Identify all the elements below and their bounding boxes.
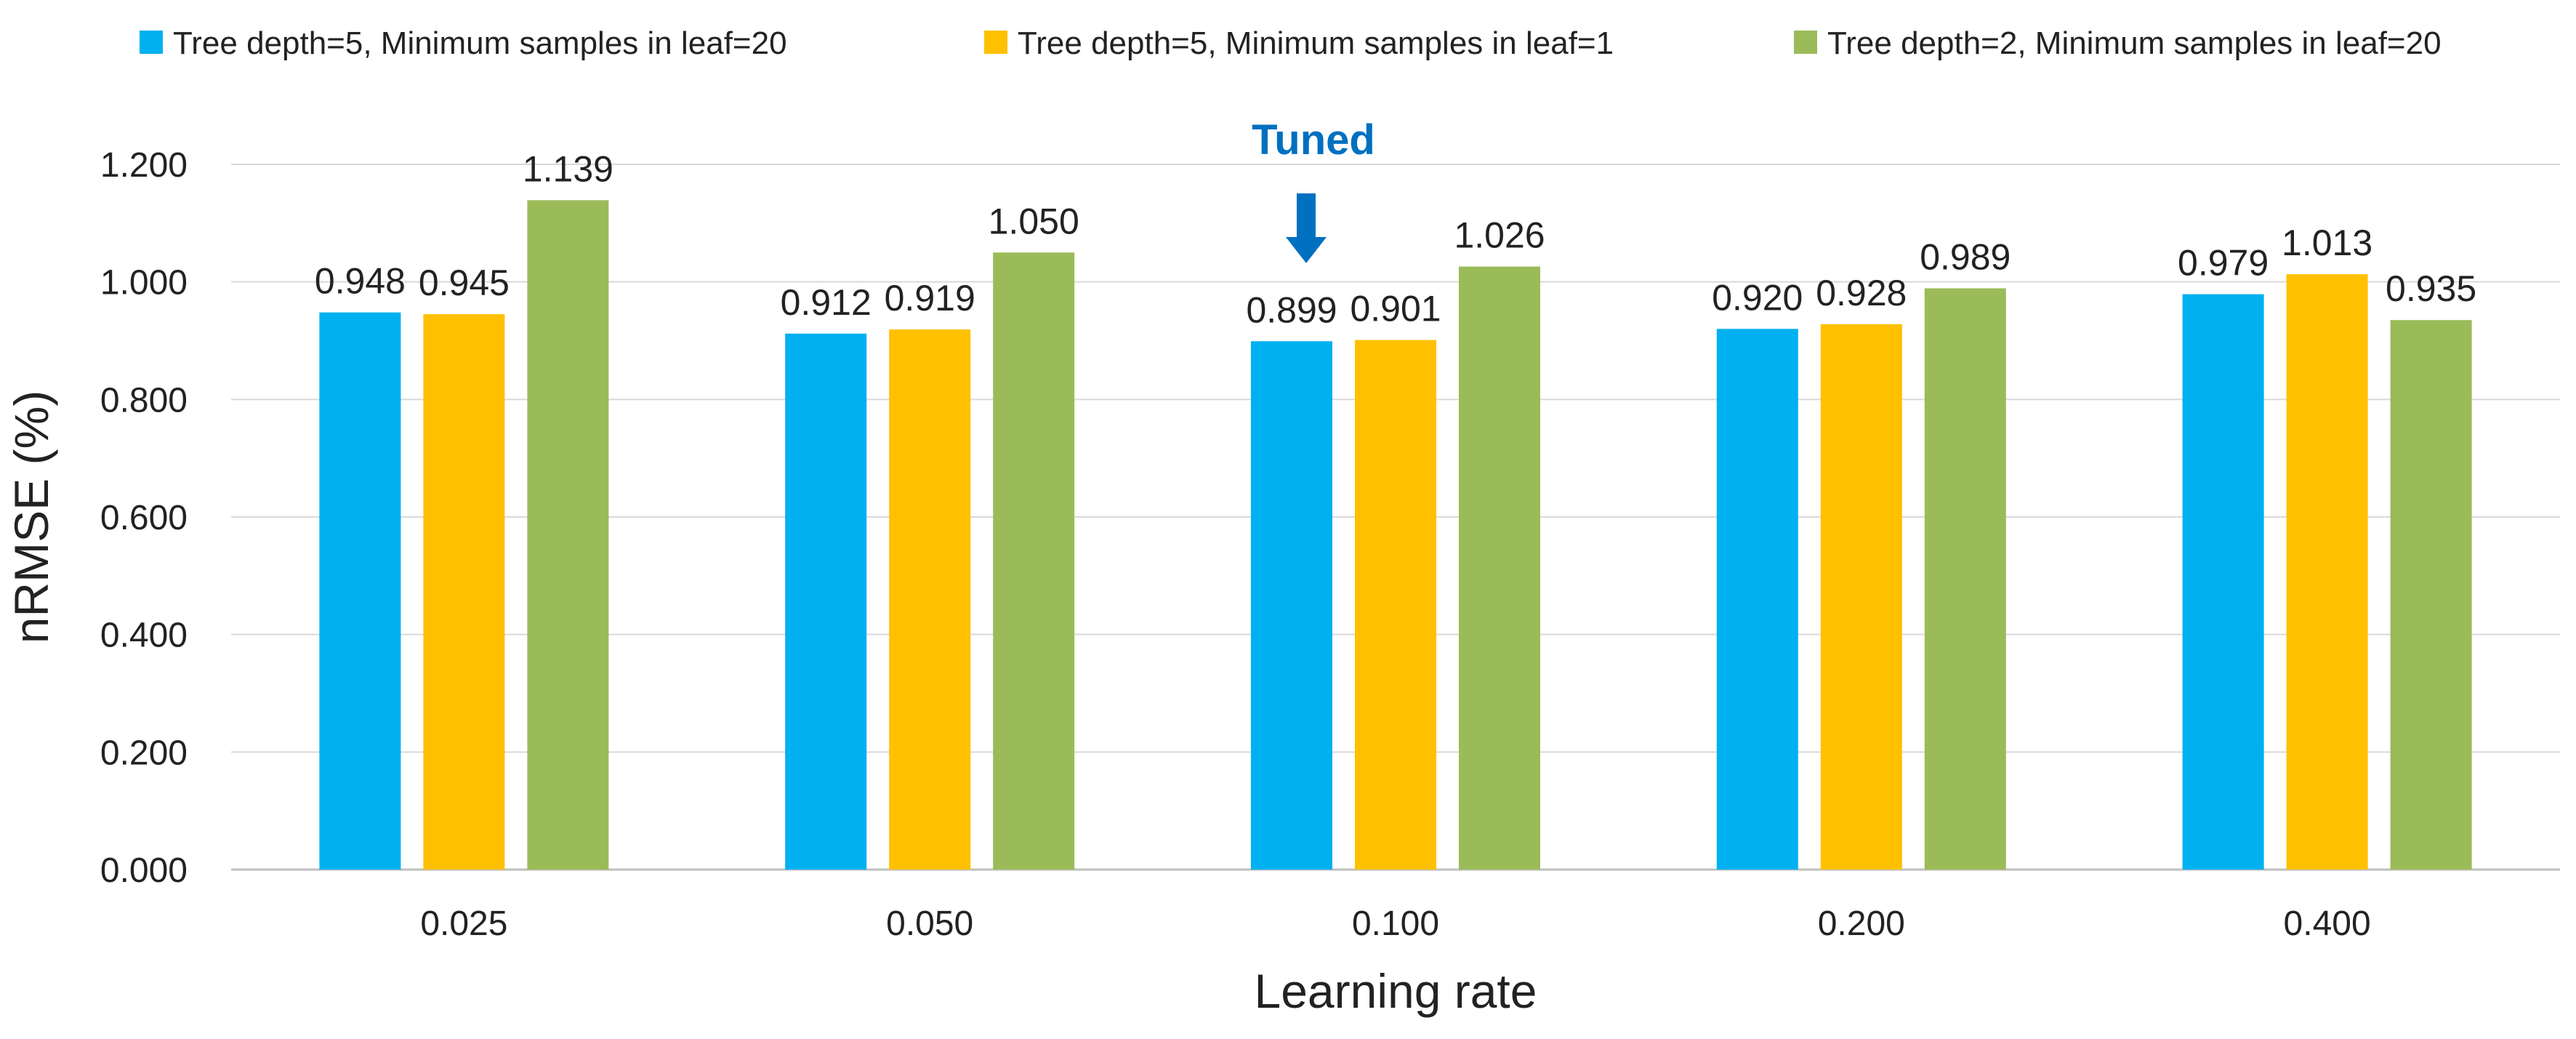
bar-series-2-0.100 [1355, 340, 1436, 870]
legend: Tree depth=5, Minimum samples in leaf=20… [140, 25, 2442, 61]
data-label: 1.013 [2282, 222, 2372, 263]
bar-series-3-0.050 [993, 252, 1075, 870]
bar-series-3-0.400 [2390, 320, 2472, 870]
down-arrow-icon [1286, 193, 1327, 263]
bar-series-2-0.400 [2286, 274, 2368, 870]
y-tick-label: 1.200 [100, 146, 188, 185]
data-label: 0.912 [781, 282, 872, 323]
annotations: Tuned [1252, 116, 1375, 263]
data-label: 0.919 [885, 278, 975, 318]
bar-series-2-0.025 [423, 314, 505, 870]
data-label: 0.945 [419, 262, 510, 303]
bar-series-3-0.200 [1924, 288, 2006, 870]
data-label: 0.935 [2386, 268, 2476, 309]
legend-swatch [140, 31, 163, 54]
x-tick-label: 0.050 [886, 904, 973, 943]
bar-series-2-0.050 [889, 329, 971, 870]
bar-series-1-0.050 [785, 333, 867, 870]
data-labels: 0.948 0.912 0.899 0.920 0.979 0.945 0.919 0.901… [315, 148, 2476, 330]
y-tick-label: 0.600 [100, 499, 188, 537]
legend-label: Tree depth=5, Minimum samples in leaf=1 [1018, 25, 1614, 61]
data-label: 0.920 [1712, 277, 1803, 318]
legend-label: Tree depth=5, Minimum samples in leaf=20 [173, 25, 787, 61]
x-tick-label: 0.025 [420, 904, 507, 943]
bar-series-1-0.400 [2182, 294, 2264, 870]
data-label: 0.901 [1350, 289, 1441, 329]
y-tick-label: 0.800 [100, 381, 188, 420]
data-label: 0.928 [1816, 273, 1907, 313]
bar-series-3-0.025 [527, 200, 609, 870]
x-tick-label: 0.100 [1352, 904, 1439, 943]
x-tick-label: 0.400 [2284, 904, 2371, 943]
legend-swatch [984, 31, 1007, 54]
bar-series-1-0.200 [1716, 329, 1798, 870]
data-label: 0.899 [1246, 289, 1337, 330]
bars [319, 200, 2472, 870]
data-label: 0.979 [2178, 243, 2269, 284]
y-axis-title: nRMSE (%) [4, 390, 58, 643]
x-tick-label: 0.200 [1818, 904, 1905, 943]
y-tick-label: 1.000 [100, 264, 188, 302]
data-label: 1.050 [989, 201, 1079, 241]
bar-series-2-0.200 [1820, 324, 1902, 870]
x-axis-title: Learning rate [1255, 964, 1537, 1018]
y-tick-label: 0.400 [100, 617, 188, 655]
data-label: 1.026 [1454, 215, 1545, 256]
annotation-label: Tuned [1252, 116, 1375, 164]
data-label: 0.989 [1920, 237, 2011, 278]
legend-swatch [1794, 31, 1817, 54]
y-tick-label: 0.000 [100, 851, 188, 890]
axes: 0.000 0.200 0.400 0.600 0.800 1.000 1.200 0.025… [4, 146, 2371, 1018]
data-label: 1.139 [523, 148, 613, 189]
data-label: 0.948 [315, 261, 406, 302]
bar-series-1-0.025 [319, 312, 401, 870]
legend-label: Tree depth=2, Minimum samples in leaf=20 [1827, 25, 2442, 61]
bar-series-1-0.100 [1251, 341, 1332, 870]
bar-series-3-0.100 [1459, 266, 1540, 870]
y-tick-label: 0.200 [100, 734, 188, 772]
